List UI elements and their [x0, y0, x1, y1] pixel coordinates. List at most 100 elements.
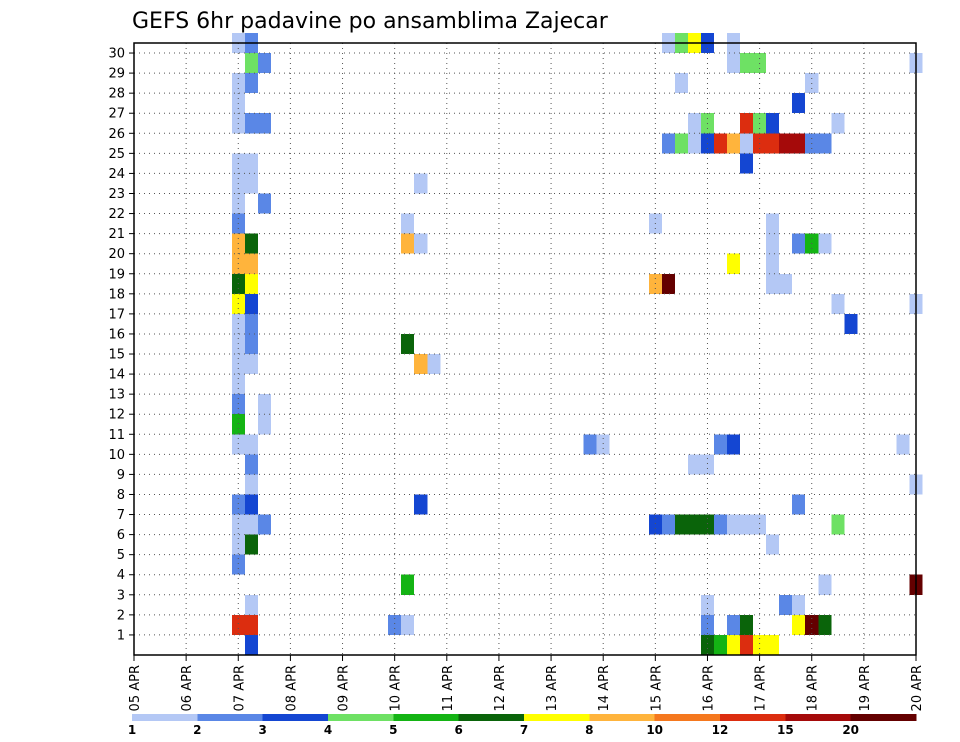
y-tick-label: 17 — [108, 307, 125, 322]
legend-swatch — [132, 714, 198, 721]
heatmap-cell — [831, 293, 845, 314]
legend-swatch — [850, 714, 917, 721]
y-tick-label: 15 — [108, 348, 125, 363]
heatmap-cell — [231, 414, 245, 435]
heatmap-cell — [244, 454, 258, 475]
heatmap-cell — [713, 634, 728, 655]
heatmap-cell — [740, 614, 754, 635]
chart-title: GEFS 6hr padavine po ansamblima Zajecar — [132, 9, 609, 34]
x-tick-label: 14 APR — [597, 665, 612, 711]
legend-label: 10 — [646, 723, 663, 737]
y-tick-label: 14 — [108, 368, 125, 383]
heatmap-cell — [727, 253, 741, 274]
legend-label: 8 — [585, 723, 593, 737]
heatmap-cell — [896, 434, 910, 455]
y-tick-label: 23 — [108, 187, 125, 202]
y-tick-label: 13 — [108, 388, 125, 403]
x-tick-label: 20 APR — [910, 665, 925, 711]
heatmap-cell — [805, 614, 819, 635]
legend-swatch — [328, 714, 394, 721]
legend-label: 12 — [712, 723, 729, 737]
heatmap-cell — [713, 434, 728, 455]
heatmap-cell — [740, 153, 754, 174]
heatmap-cell — [257, 414, 271, 435]
heatmap-cell — [244, 233, 258, 254]
y-tick-label: 11 — [108, 428, 125, 443]
x-axis-ticks: 05 APR 06 APR 07 APR 08 APR 09 APR 10 APR 11 A… — [128, 655, 925, 711]
x-tick-label: 05 APR — [128, 665, 143, 711]
y-tick-label: 5 — [117, 548, 125, 563]
heatmap-cell — [401, 233, 415, 254]
heatmap-cell — [257, 53, 271, 74]
heatmap-cell — [244, 173, 258, 194]
heatmap-cell — [818, 133, 832, 154]
y-tick-label: 30 — [108, 47, 125, 62]
heatmap-cell — [792, 93, 806, 114]
legend-label: 7 — [520, 723, 528, 737]
heatmap-cell — [244, 514, 258, 535]
heatmap-cell — [244, 333, 258, 355]
legend-label: 20 — [842, 723, 859, 737]
heatmap-cell — [596, 434, 610, 455]
heatmap-cell — [401, 574, 415, 595]
heatmap-cell — [779, 594, 793, 615]
heatmap-cell — [244, 614, 258, 635]
heatmap-cell — [766, 213, 780, 234]
heatmap-cell — [727, 133, 741, 154]
heatmap-cell — [766, 534, 780, 555]
legend-label: 5 — [389, 723, 397, 737]
x-tick-label: 11 APR — [441, 665, 456, 711]
heatmap-cell — [818, 233, 832, 254]
x-tick-label: 16 APR — [701, 665, 716, 711]
legend-label: 4 — [324, 723, 332, 737]
x-tick-label: 09 APR — [337, 665, 352, 711]
legend-swatch — [262, 714, 329, 721]
heatmap-cell — [231, 354, 245, 375]
y-tick-label: 10 — [108, 448, 125, 463]
legend-swatch — [654, 714, 721, 721]
heatmap-cell — [766, 133, 780, 154]
heatmap-cell — [740, 133, 754, 154]
heatmap-cell — [257, 394, 271, 415]
y-tick-label: 22 — [108, 207, 125, 222]
legend-swatch — [197, 714, 264, 721]
y-tick-label: 19 — [108, 267, 125, 282]
heatmap-cell — [244, 293, 258, 314]
y-tick-label: 24 — [108, 167, 125, 182]
heatmap-cell — [818, 574, 832, 595]
legend-label: 2 — [193, 723, 201, 737]
heatmap-cell — [687, 454, 701, 475]
y-tick-label: 12 — [108, 408, 125, 423]
heatmap-cell — [231, 374, 245, 395]
heatmap-cell — [766, 113, 780, 134]
heatmap-cell — [244, 474, 258, 495]
x-tick-label: 19 APR — [858, 665, 873, 711]
heatmap-cell — [740, 634, 754, 655]
heatmap-cell — [231, 394, 245, 415]
heatmap-cell — [414, 494, 428, 515]
heatmap-cell — [700, 614, 714, 635]
heatmap-cell — [740, 514, 754, 535]
y-tick-label: 8 — [117, 488, 125, 503]
heatmap-cell — [257, 193, 271, 214]
heatmap-cell — [244, 153, 258, 174]
heatmap-cell — [231, 554, 245, 575]
legend-swatch — [458, 714, 525, 721]
plot-frame — [133, 42, 917, 656]
heatmap-cell — [244, 354, 258, 375]
heatmap-cell — [740, 113, 754, 134]
heatmap-cell — [244, 313, 258, 334]
heatmap-cell — [388, 614, 402, 635]
heatmap-cell — [661, 133, 675, 154]
heatmap-cell — [257, 514, 271, 535]
heatmap-cell — [831, 514, 845, 535]
legend-swatch — [589, 714, 656, 721]
legend-label: 1 — [128, 723, 136, 737]
x-tick-label: 10 APR — [389, 665, 404, 711]
legend-swatch — [393, 714, 460, 721]
heatmap-cell — [244, 273, 258, 294]
legend-label: 15 — [777, 723, 794, 737]
y-tick-label: 2 — [117, 608, 125, 623]
grid-lines — [134, 43, 916, 655]
